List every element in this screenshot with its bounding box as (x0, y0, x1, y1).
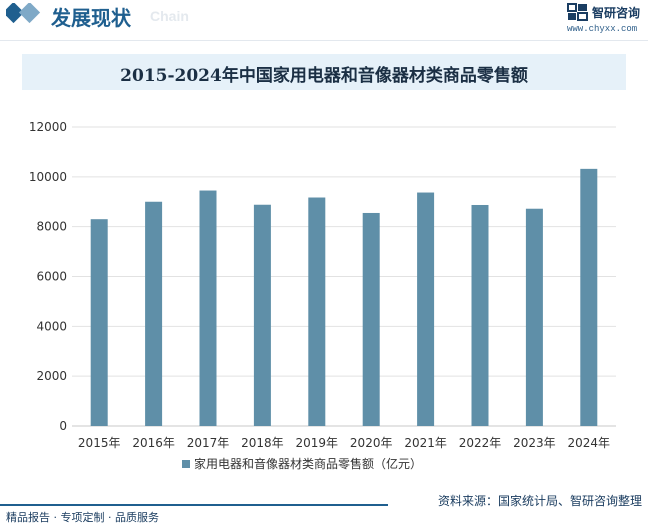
bar (90, 219, 108, 426)
y-tick-label: 12000 (29, 120, 67, 134)
legend-swatch (182, 460, 190, 468)
bar (580, 168, 598, 427)
bar (471, 204, 489, 426)
x-tick-label: 2018年 (241, 436, 284, 450)
y-tick-label: 10000 (29, 170, 67, 184)
bar (525, 208, 543, 426)
legend-label: 家用电器和音像器材类商品零售额（亿元） (194, 456, 422, 471)
bar (362, 212, 380, 426)
section-title: 发展现状 (51, 6, 131, 30)
page-header: 发展现状 Chain 智研咨询 www.chyxx.com (0, 0, 648, 36)
x-tick-label: 2019年 (296, 436, 339, 450)
chart-title-bar: 2015-2024年中国家用电器和音像器材类商品零售额 (22, 54, 626, 90)
bar (308, 197, 326, 426)
x-tick-label: 2015年 (78, 436, 121, 450)
x-tick-label: 2023年 (513, 436, 556, 450)
x-tick-label: 2022年 (459, 436, 502, 450)
y-tick-label: 6000 (36, 270, 67, 284)
bar (145, 201, 163, 426)
chart-title: 2015-2024年中国家用电器和音像器材类商品零售额 (120, 66, 528, 86)
footer-source: 资料来源：国家统计局、智研咨询整理 (437, 494, 642, 508)
footer-divider (0, 504, 388, 506)
y-tick-label: 4000 (36, 319, 67, 333)
y-tick-label: 8000 (36, 220, 67, 234)
x-tick-label: 2016年 (132, 436, 175, 450)
x-tick-label: 2021年 (404, 436, 447, 450)
x-tick-label: 2017年 (187, 436, 230, 450)
x-tick-label: 2020年 (350, 436, 393, 450)
section-subtitle: Chain (150, 8, 189, 24)
y-tick-label: 2000 (36, 369, 67, 383)
header-divider (0, 40, 648, 41)
bar (253, 204, 271, 426)
footer-tagline: 精品报告 · 专项定制 · 品质服务 (6, 511, 159, 524)
section-chevron-icon (6, 3, 41, 24)
x-tick-label: 2024年 (568, 436, 611, 450)
brand-logo-icon (567, 3, 588, 21)
bar (417, 192, 435, 426)
brand-url: www.chyxx.com (567, 24, 638, 34)
y-tick-label: 0 (59, 419, 67, 433)
bar (199, 190, 217, 426)
brand-name: 智研咨询 (592, 6, 641, 20)
